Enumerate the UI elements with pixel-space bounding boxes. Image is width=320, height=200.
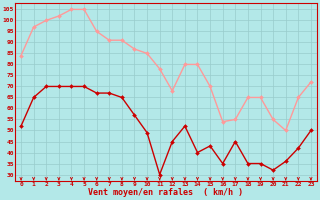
X-axis label: Vent moyen/en rafales  ( km/h ): Vent moyen/en rafales ( km/h ): [88, 188, 244, 197]
